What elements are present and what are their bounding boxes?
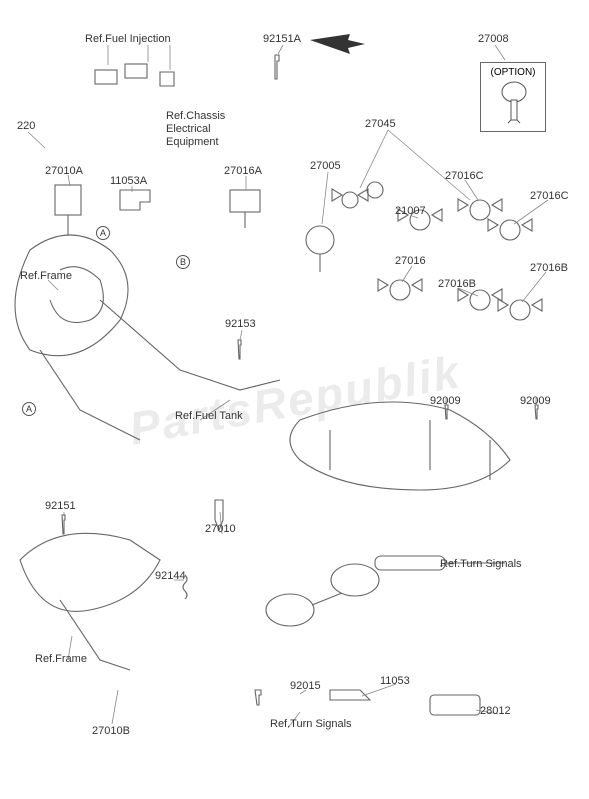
callout-27005: 27005	[310, 160, 341, 172]
ref-chassis-line2: Electrical	[166, 123, 211, 135]
callout-27010A: 27010A	[45, 165, 83, 177]
callout-27008: 27008	[478, 33, 509, 45]
marker-A-1: A	[96, 226, 110, 240]
callout-21007: 21007	[395, 205, 426, 217]
callout-27016B-2: 27016B	[530, 262, 568, 274]
callout-27045: 27045	[365, 118, 396, 130]
callout-11053: 11053	[380, 675, 410, 687]
callout-92153: 92153	[225, 318, 256, 330]
callout-28012: 28012	[480, 705, 511, 717]
ref-fuel-injection-label: Ref.Fuel Injection	[85, 33, 171, 45]
callout-27016B-1: 27016B	[438, 278, 476, 290]
callout-92151A: 92151A	[263, 33, 301, 45]
callout-92151: 92151	[45, 500, 76, 512]
marker-B-1: B	[176, 255, 190, 269]
callout-220: 220	[17, 120, 35, 132]
callout-27010B: 27010B	[92, 725, 130, 737]
ref-turn-signals-label-2: Ref.Turn Signals	[270, 718, 352, 730]
ref-frame-label-1: Ref.Frame	[20, 270, 72, 282]
callout-27016C-1: 27016C	[445, 170, 484, 182]
callout-27010: 27010	[205, 523, 236, 535]
ref-chassis-line1: Ref.Chassis	[166, 110, 225, 122]
ref-fuel-tank-label: Ref.Fuel Tank	[175, 410, 243, 422]
ref-turn-signals-label-1: Ref.Turn Signals	[440, 558, 522, 570]
callout-27016A: 27016A	[224, 165, 262, 177]
callout-92015: 92015	[290, 680, 321, 692]
marker-A-2: A	[22, 402, 36, 416]
callout-11053A: 11053A	[110, 175, 147, 187]
callout-27016C-2: 27016C	[530, 190, 569, 202]
parts-diagram: PartsRepublik (OPTION)	[0, 0, 589, 799]
callout-92144: 92144	[155, 570, 186, 582]
ref-chassis-electrical-label: Ref.Chassis Electrical Equipment	[166, 110, 225, 150]
callout-92009-2: 92009	[520, 395, 551, 407]
ref-chassis-line3: Equipment	[166, 136, 219, 148]
callout-27016: 27016	[395, 255, 426, 267]
callout-92009-1: 92009	[430, 395, 461, 407]
ref-frame-label-2: Ref.Frame	[35, 653, 87, 665]
